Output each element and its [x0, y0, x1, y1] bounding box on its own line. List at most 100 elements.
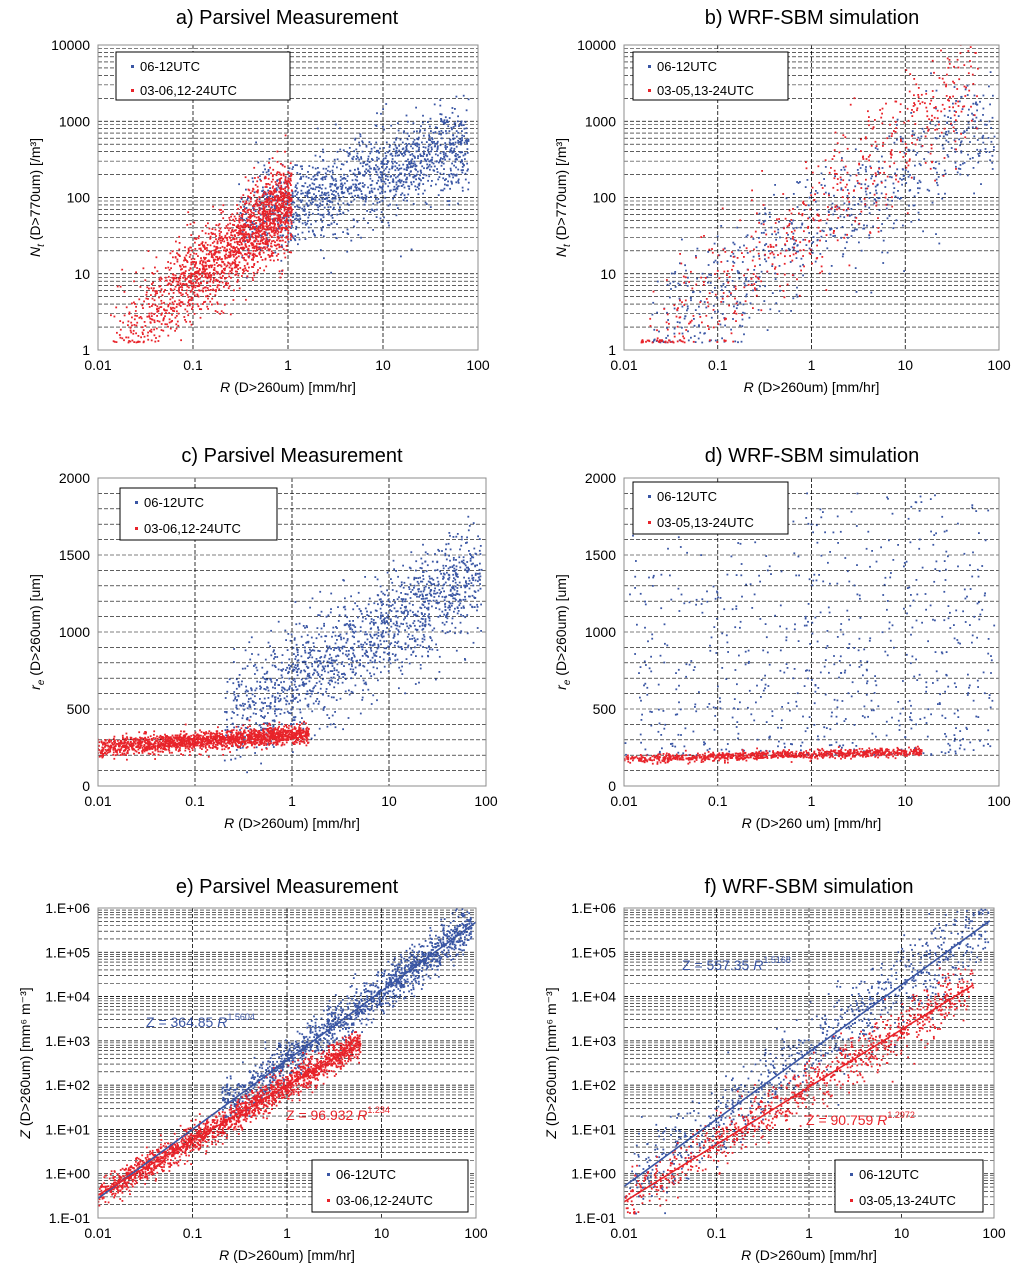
data-point — [290, 206, 292, 208]
data-point — [903, 270, 905, 272]
data-point — [134, 310, 137, 312]
data-point — [392, 188, 395, 191]
data-point — [903, 151, 906, 154]
data-point — [745, 278, 747, 281]
data-point — [380, 671, 382, 674]
data-point — [690, 296, 692, 299]
data-point — [289, 178, 292, 181]
data-point — [346, 160, 348, 163]
data-point — [228, 244, 231, 246]
data-point — [169, 306, 172, 309]
data-point — [424, 201, 427, 204]
data-point — [847, 207, 849, 210]
data-point — [203, 246, 206, 249]
data-point — [764, 253, 766, 256]
data-point — [412, 180, 415, 183]
data-point — [835, 204, 838, 207]
data-point — [314, 154, 317, 157]
data-point — [311, 166, 314, 169]
data-point — [258, 234, 261, 237]
data-point — [763, 231, 765, 234]
data-point — [442, 172, 445, 175]
data-point — [846, 214, 849, 217]
data-point — [298, 220, 301, 223]
data-point — [440, 130, 443, 132]
data-point — [874, 147, 877, 149]
data-point — [960, 110, 963, 113]
data-point — [802, 200, 805, 203]
data-point — [136, 321, 139, 324]
data-point — [286, 201, 289, 204]
data-point — [455, 166, 457, 169]
data-point — [736, 270, 739, 272]
data-point — [415, 169, 417, 171]
data-point — [792, 297, 795, 300]
data-point — [252, 227, 254, 230]
data-point — [786, 225, 789, 228]
data-point — [842, 209, 845, 211]
data-point — [353, 198, 356, 201]
data-point — [372, 202, 375, 205]
data-point — [934, 137, 937, 139]
data-point — [451, 143, 453, 146]
data-point — [880, 181, 883, 184]
data-point — [392, 148, 395, 151]
data-point — [931, 59, 934, 62]
data-point — [434, 131, 437, 133]
data-point — [251, 177, 254, 180]
data-point — [208, 253, 210, 255]
data-point — [403, 194, 406, 197]
data-point — [276, 150, 279, 153]
data-point — [320, 229, 323, 232]
data-point — [386, 571, 389, 574]
data-point — [436, 147, 439, 149]
data-point — [205, 224, 207, 227]
data-point — [965, 86, 967, 89]
data-point — [215, 255, 217, 258]
data-point — [318, 198, 321, 201]
data-point — [254, 234, 257, 237]
data-point — [364, 170, 366, 173]
data-point — [384, 196, 387, 199]
data-point — [968, 108, 970, 111]
data-point — [274, 664, 276, 667]
data-point — [269, 187, 271, 189]
data-point — [264, 203, 266, 206]
data-point — [245, 259, 247, 262]
data-point — [222, 275, 224, 277]
data-point — [684, 315, 687, 318]
data-point — [250, 211, 253, 214]
data-point — [339, 213, 342, 215]
data-point — [365, 145, 368, 148]
data-point — [960, 141, 962, 144]
data-point — [336, 166, 338, 169]
data-point — [178, 299, 181, 302]
data-point — [870, 177, 873, 180]
data-point — [751, 259, 754, 262]
points — [110, 94, 470, 344]
data-point — [351, 195, 354, 198]
data-point — [461, 134, 464, 137]
data-point — [283, 182, 286, 185]
data-point — [266, 227, 269, 230]
data-point — [204, 232, 207, 235]
data-point — [300, 177, 302, 180]
data-point — [262, 220, 264, 223]
data-point — [282, 205, 285, 208]
data-point — [174, 329, 176, 332]
data-point — [442, 177, 445, 180]
data-point — [270, 190, 273, 193]
data-point — [438, 130, 441, 133]
data-point — [322, 216, 325, 219]
data-point — [943, 81, 946, 84]
data-point — [833, 210, 836, 213]
data-point — [405, 160, 407, 162]
data-point — [170, 267, 172, 270]
data-point — [950, 147, 953, 149]
data-point — [334, 178, 337, 180]
data-point — [251, 258, 253, 261]
data-point — [216, 272, 219, 275]
data-point — [442, 120, 445, 123]
data-point — [432, 162, 435, 165]
data-point — [279, 186, 282, 189]
